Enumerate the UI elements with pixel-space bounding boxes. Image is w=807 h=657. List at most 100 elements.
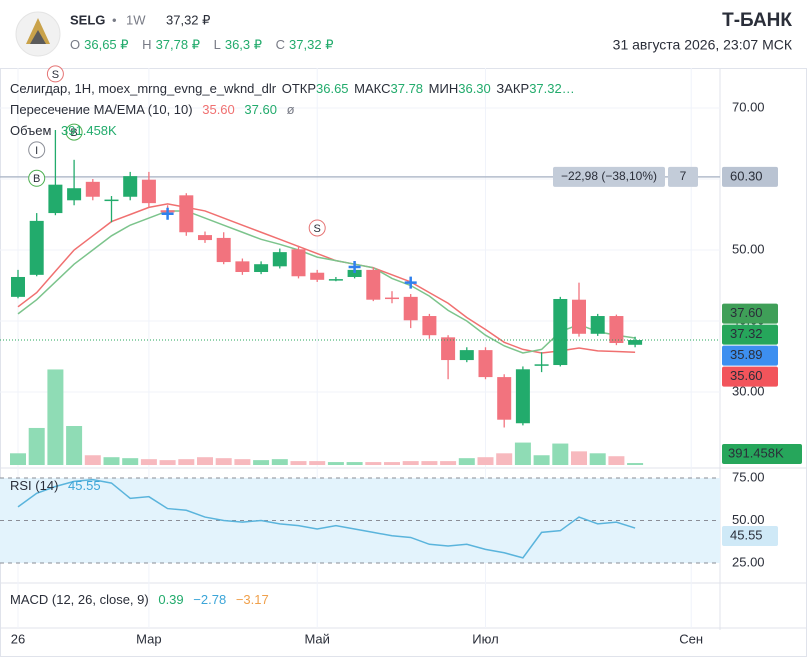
rsi-tick-label: 25.00 bbox=[732, 554, 765, 569]
price-label-box bbox=[722, 366, 778, 387]
volume-bar bbox=[28, 427, 45, 465]
cross-marker bbox=[404, 276, 417, 289]
candle-body bbox=[366, 269, 381, 300]
signal-label: S bbox=[314, 223, 321, 235]
volume-bar bbox=[571, 451, 587, 465]
volume-bar bbox=[477, 457, 494, 465]
candle-body bbox=[310, 272, 325, 280]
legend-value: 36.30 bbox=[458, 81, 491, 96]
y-tick-label: 30.00 bbox=[732, 383, 765, 398]
volume-bar bbox=[327, 462, 344, 465]
plot: 26МарМайИюлСен70.0060.0050.0040.0030.00S… bbox=[0, 65, 802, 646]
ticker: SELG bbox=[70, 12, 105, 27]
candle-body bbox=[291, 249, 306, 277]
volume-bar bbox=[140, 459, 157, 465]
volume-bar bbox=[346, 462, 363, 465]
interval: 1W bbox=[126, 12, 146, 27]
volume-bar bbox=[440, 461, 457, 465]
count-box bbox=[668, 166, 698, 187]
candle-body bbox=[572, 299, 586, 334]
overlay-legend: Пересечение MA/EMA (10, 10) 35.60 37.60 … bbox=[10, 102, 295, 117]
datetime: 31 августа 2026, 23:07 МСК bbox=[613, 37, 793, 53]
signal-marker bbox=[46, 65, 64, 83]
price-label-box bbox=[722, 303, 778, 324]
legend-value: 37.78 bbox=[391, 81, 424, 96]
overlay-value: 37.60 bbox=[244, 102, 277, 117]
frame bbox=[0, 68, 807, 657]
volume-bar bbox=[608, 456, 625, 465]
candle-body bbox=[441, 337, 456, 361]
signal-marker bbox=[308, 219, 326, 237]
legend-value: 36.65 bbox=[316, 81, 349, 96]
rsi-line bbox=[17, 478, 636, 559]
header-price: 37,32 ₽ bbox=[166, 12, 210, 27]
signal-label: S bbox=[52, 69, 59, 81]
overlay-line bbox=[17, 203, 636, 354]
x-tick-label: Июл bbox=[472, 631, 498, 646]
ohlc-key: O bbox=[70, 37, 80, 52]
rsi-value: 45.55 bbox=[68, 478, 101, 493]
volume-bar bbox=[552, 443, 569, 465]
overlay-line bbox=[17, 210, 636, 354]
y-tick-label: 50.00 bbox=[732, 241, 765, 256]
candle-body bbox=[459, 350, 474, 361]
candle-body bbox=[422, 316, 437, 336]
candle-body bbox=[48, 184, 63, 214]
cross-marker bbox=[161, 207, 174, 220]
ohlc-value: 37,32 ₽ bbox=[289, 37, 333, 52]
price-label: 37.60 bbox=[730, 305, 763, 320]
price-line-label: 60.30 bbox=[730, 168, 763, 183]
volume-bar bbox=[66, 426, 83, 465]
signal-marker bbox=[65, 123, 83, 141]
candle-body bbox=[29, 220, 44, 275]
x-tick-label: Май bbox=[304, 631, 329, 646]
ohlc-value: 37,78 ₽ bbox=[156, 37, 200, 52]
volume-bar bbox=[309, 461, 326, 465]
change-label: −22,98 (−38,10%) bbox=[561, 169, 657, 183]
count-label: 7 bbox=[680, 169, 687, 183]
overlay-symbol: ø bbox=[287, 102, 295, 117]
rsi-tick-label: 75.00 bbox=[732, 469, 765, 484]
candle-body bbox=[478, 350, 493, 378]
ohlc-key: H bbox=[142, 37, 151, 52]
x-tick-label: Мар bbox=[136, 631, 161, 646]
candle-body bbox=[497, 377, 512, 420]
candle-body bbox=[179, 195, 194, 233]
rsi-tick-label: 50.00 bbox=[732, 512, 765, 527]
volume-name: Объем bbox=[10, 123, 51, 138]
candle-body bbox=[385, 297, 399, 300]
candle-body bbox=[254, 264, 269, 273]
volume-bar bbox=[589, 453, 606, 465]
legend-line: Селигдар, 1H, moex_mrng_evng_e_wknd_dlr … bbox=[10, 81, 575, 96]
signal-marker bbox=[28, 141, 46, 159]
volume-bar bbox=[365, 462, 382, 465]
brand: Т‑БАНК bbox=[722, 10, 792, 31]
candle-body bbox=[85, 181, 100, 197]
signal-label: I bbox=[35, 145, 38, 157]
price-line-box bbox=[722, 166, 778, 187]
volume-bar bbox=[178, 459, 195, 465]
volume-bar bbox=[271, 459, 288, 465]
volume-bar bbox=[253, 460, 270, 465]
macd-value: −2.78 bbox=[193, 592, 226, 607]
volume-bar bbox=[384, 462, 400, 465]
candle-body bbox=[216, 237, 231, 263]
macd-value: −3.17 bbox=[236, 592, 269, 607]
volume-bar bbox=[215, 458, 232, 465]
signal-label: B bbox=[70, 127, 77, 139]
price-label: 37.32 bbox=[730, 326, 763, 341]
ohlc-key: C bbox=[276, 37, 285, 52]
rsi-name: RSI (14) bbox=[10, 478, 58, 493]
volume-value: 391.458K bbox=[61, 123, 117, 138]
candle-body bbox=[272, 252, 287, 267]
ohlc-value: 36,65 ₽ bbox=[84, 37, 128, 52]
macd-legend: MACD (12, 26, close, 9) 0.39 −2.78 −3.17 bbox=[10, 592, 269, 607]
volume-bar bbox=[421, 461, 438, 465]
macd-value: 0.39 bbox=[158, 592, 183, 607]
candle-body bbox=[328, 279, 343, 281]
candle-body bbox=[104, 199, 119, 202]
overlay-value: 35.60 bbox=[202, 102, 235, 117]
price-label: 35.89 bbox=[730, 347, 763, 362]
volume-bar bbox=[458, 458, 475, 465]
